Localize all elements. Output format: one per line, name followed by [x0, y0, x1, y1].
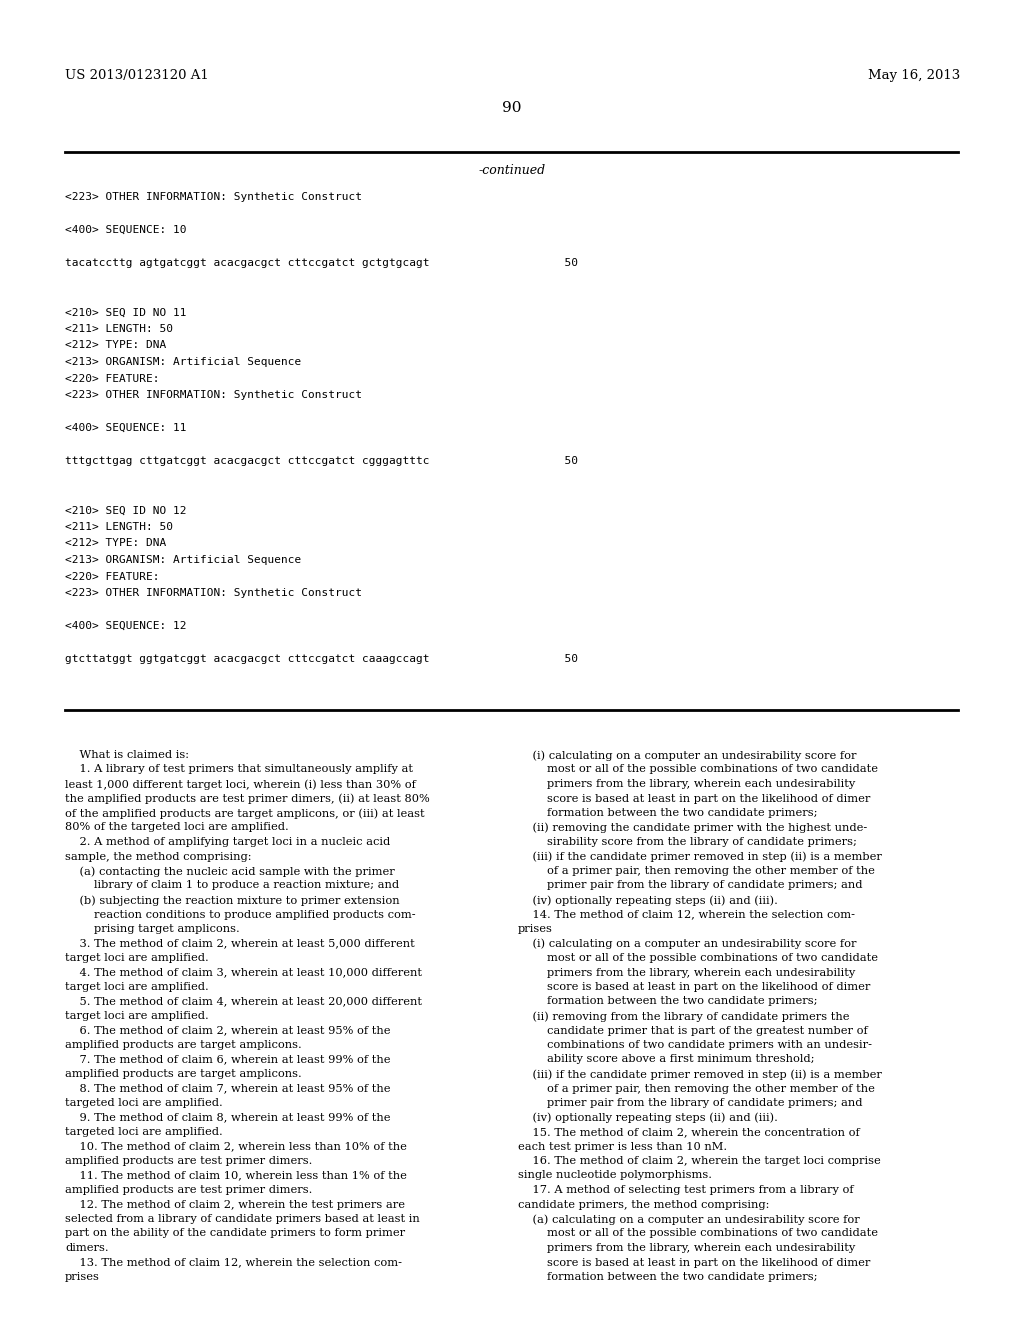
Text: of the amplified products are target amplicons, or (iii) at least: of the amplified products are target amp…	[65, 808, 425, 818]
Text: (i) calculating on a computer an undesirability score for: (i) calculating on a computer an undesir…	[518, 750, 856, 760]
Text: part on the ability of the candidate primers to form primer: part on the ability of the candidate pri…	[65, 1229, 406, 1238]
Text: prises: prises	[518, 924, 553, 935]
Text: target loci are amplified.: target loci are amplified.	[65, 1011, 209, 1020]
Text: May 16, 2013: May 16, 2013	[867, 69, 961, 82]
Text: <212> TYPE: DNA: <212> TYPE: DNA	[65, 341, 166, 351]
Text: 1. A library of test primers that simultaneously amplify at: 1. A library of test primers that simult…	[65, 764, 413, 775]
Text: 10. The method of claim 2, wherein less than 10% of the: 10. The method of claim 2, wherein less …	[65, 1142, 407, 1151]
Text: 3. The method of claim 2, wherein at least 5,000 different: 3. The method of claim 2, wherein at lea…	[65, 939, 415, 949]
Text: US 2013/0123120 A1: US 2013/0123120 A1	[65, 69, 209, 82]
Text: <212> TYPE: DNA: <212> TYPE: DNA	[65, 539, 166, 549]
Text: (iii) if the candidate primer removed in step (ii) is a member: (iii) if the candidate primer removed in…	[518, 1069, 882, 1080]
Text: 17. A method of selecting test primers from a library of: 17. A method of selecting test primers f…	[518, 1185, 854, 1195]
Text: most or all of the possible combinations of two candidate: most or all of the possible combinations…	[518, 1229, 878, 1238]
Text: 13. The method of claim 12, wherein the selection com-: 13. The method of claim 12, wherein the …	[65, 1258, 402, 1267]
Text: (a) calculating on a computer an undesirability score for: (a) calculating on a computer an undesir…	[518, 1214, 860, 1225]
Text: (iv) optionally repeating steps (ii) and (iii).: (iv) optionally repeating steps (ii) and…	[518, 1113, 778, 1123]
Text: 90: 90	[502, 102, 522, 115]
Text: <223> OTHER INFORMATION: Synthetic Construct: <223> OTHER INFORMATION: Synthetic Const…	[65, 587, 362, 598]
Text: primers from the library, wherein each undesirability: primers from the library, wherein each u…	[518, 1243, 855, 1253]
Text: 5. The method of claim 4, wherein at least 20,000 different: 5. The method of claim 4, wherein at lea…	[65, 997, 422, 1006]
Text: candidate primers, the method comprising:: candidate primers, the method comprising…	[518, 1200, 769, 1209]
Text: 11. The method of claim 10, wherein less than 1% of the: 11. The method of claim 10, wherein less…	[65, 1171, 407, 1180]
Text: formation between the two candidate primers;: formation between the two candidate prim…	[518, 1272, 817, 1282]
Text: score is based at least in part on the likelihood of dimer: score is based at least in part on the l…	[518, 793, 870, 804]
Text: primer pair from the library of candidate primers; and: primer pair from the library of candidat…	[518, 1098, 862, 1107]
Text: primer pair from the library of candidate primers; and: primer pair from the library of candidat…	[518, 880, 862, 891]
Text: ability score above a first minimum threshold;: ability score above a first minimum thre…	[518, 1055, 814, 1064]
Text: dimers.: dimers.	[65, 1243, 109, 1253]
Text: 14. The method of claim 12, wherein the selection com-: 14. The method of claim 12, wherein the …	[518, 909, 855, 920]
Text: (b) subjecting the reaction mixture to primer extension: (b) subjecting the reaction mixture to p…	[65, 895, 399, 906]
Text: 4. The method of claim 3, wherein at least 10,000 different: 4. The method of claim 3, wherein at lea…	[65, 968, 422, 978]
Text: the amplified products are test primer dimers, (ii) at least 80%: the amplified products are test primer d…	[65, 793, 430, 804]
Text: 6. The method of claim 2, wherein at least 95% of the: 6. The method of claim 2, wherein at lea…	[65, 1026, 390, 1035]
Text: amplified products are test primer dimers.: amplified products are test primer dimer…	[65, 1185, 312, 1195]
Text: most or all of the possible combinations of two candidate: most or all of the possible combinations…	[518, 953, 878, 964]
Text: sample, the method comprising:: sample, the method comprising:	[65, 851, 252, 862]
Text: prising target amplicons.: prising target amplicons.	[65, 924, 240, 935]
Text: tacatccttg agtgatcggt acacgacgct cttccgatct gctgtgcagt                    50: tacatccttg agtgatcggt acacgacgct cttccga…	[65, 257, 578, 268]
Text: amplified products are target amplicons.: amplified products are target amplicons.	[65, 1040, 302, 1049]
Text: amplified products are target amplicons.: amplified products are target amplicons.	[65, 1069, 302, 1078]
Text: reaction conditions to produce amplified products com-: reaction conditions to produce amplified…	[65, 909, 416, 920]
Text: (ii) removing the candidate primer with the highest unde-: (ii) removing the candidate primer with …	[518, 822, 867, 833]
Text: formation between the two candidate primers;: formation between the two candidate prim…	[518, 997, 817, 1006]
Text: score is based at least in part on the likelihood of dimer: score is based at least in part on the l…	[518, 1258, 870, 1267]
Text: <210> SEQ ID NO 12: <210> SEQ ID NO 12	[65, 506, 186, 516]
Text: (iii) if the candidate primer removed in step (ii) is a member: (iii) if the candidate primer removed in…	[518, 851, 882, 862]
Text: selected from a library of candidate primers based at least in: selected from a library of candidate pri…	[65, 1214, 420, 1224]
Text: (iv) optionally repeating steps (ii) and (iii).: (iv) optionally repeating steps (ii) and…	[518, 895, 778, 906]
Text: <213> ORGANISM: Artificial Sequence: <213> ORGANISM: Artificial Sequence	[65, 554, 301, 565]
Text: 7. The method of claim 6, wherein at least 99% of the: 7. The method of claim 6, wherein at lea…	[65, 1055, 390, 1064]
Text: sirability score from the library of candidate primers;: sirability score from the library of can…	[518, 837, 857, 847]
Text: (i) calculating on a computer an undesirability score for: (i) calculating on a computer an undesir…	[518, 939, 856, 949]
Text: <400> SEQUENCE: 10: <400> SEQUENCE: 10	[65, 224, 186, 235]
Text: 16. The method of claim 2, wherein the target loci comprise: 16. The method of claim 2, wherein the t…	[518, 1156, 881, 1166]
Text: <220> FEATURE:: <220> FEATURE:	[65, 374, 160, 384]
Text: (ii) removing from the library of candidate primers the: (ii) removing from the library of candid…	[518, 1011, 850, 1022]
Text: most or all of the possible combinations of two candidate: most or all of the possible combinations…	[518, 764, 878, 775]
Text: <213> ORGANISM: Artificial Sequence: <213> ORGANISM: Artificial Sequence	[65, 356, 301, 367]
Text: candidate primer that is part of the greatest number of: candidate primer that is part of the gre…	[518, 1026, 867, 1035]
Text: <400> SEQUENCE: 12: <400> SEQUENCE: 12	[65, 620, 186, 631]
Text: 80% of the targeted loci are amplified.: 80% of the targeted loci are amplified.	[65, 822, 289, 833]
Text: 12. The method of claim 2, wherein the test primers are: 12. The method of claim 2, wherein the t…	[65, 1200, 406, 1209]
Text: single nucleotide polymorphisms.: single nucleotide polymorphisms.	[518, 1171, 712, 1180]
Text: of a primer pair, then removing the other member of the: of a primer pair, then removing the othe…	[518, 1084, 874, 1093]
Text: combinations of two candidate primers with an undesir-: combinations of two candidate primers wi…	[518, 1040, 872, 1049]
Text: target loci are amplified.: target loci are amplified.	[65, 982, 209, 993]
Text: <223> OTHER INFORMATION: Synthetic Construct: <223> OTHER INFORMATION: Synthetic Const…	[65, 191, 362, 202]
Text: <210> SEQ ID NO 11: <210> SEQ ID NO 11	[65, 308, 186, 318]
Text: least 1,000 different target loci, wherein (i) less than 30% of: least 1,000 different target loci, where…	[65, 779, 416, 789]
Text: targeted loci are amplified.: targeted loci are amplified.	[65, 1098, 223, 1107]
Text: tttgcttgag cttgatcggt acacgacgct cttccgatct cgggagtttc                    50: tttgcttgag cttgatcggt acacgacgct cttccga…	[65, 455, 578, 466]
Text: 15. The method of claim 2, wherein the concentration of: 15. The method of claim 2, wherein the c…	[518, 1127, 860, 1137]
Text: of a primer pair, then removing the other member of the: of a primer pair, then removing the othe…	[518, 866, 874, 876]
Text: gtcttatggt ggtgatcggt acacgacgct cttccgatct caaagccagt                    50: gtcttatggt ggtgatcggt acacgacgct cttccga…	[65, 653, 578, 664]
Text: (a) contacting the nucleic acid sample with the primer: (a) contacting the nucleic acid sample w…	[65, 866, 394, 876]
Text: <211> LENGTH: 50: <211> LENGTH: 50	[65, 323, 173, 334]
Text: prises: prises	[65, 1272, 100, 1282]
Text: target loci are amplified.: target loci are amplified.	[65, 953, 209, 964]
Text: targeted loci are amplified.: targeted loci are amplified.	[65, 1127, 223, 1137]
Text: 8. The method of claim 7, wherein at least 95% of the: 8. The method of claim 7, wherein at lea…	[65, 1084, 390, 1093]
Text: amplified products are test primer dimers.: amplified products are test primer dimer…	[65, 1156, 312, 1166]
Text: What is claimed is:: What is claimed is:	[65, 750, 189, 760]
Text: score is based at least in part on the likelihood of dimer: score is based at least in part on the l…	[518, 982, 870, 993]
Text: <211> LENGTH: 50: <211> LENGTH: 50	[65, 521, 173, 532]
Text: 9. The method of claim 8, wherein at least 99% of the: 9. The method of claim 8, wherein at lea…	[65, 1113, 390, 1122]
Text: -continued: -continued	[478, 164, 546, 177]
Text: library of claim 1 to produce a reaction mixture; and: library of claim 1 to produce a reaction…	[65, 880, 399, 891]
Text: <223> OTHER INFORMATION: Synthetic Construct: <223> OTHER INFORMATION: Synthetic Const…	[65, 389, 362, 400]
Text: <400> SEQUENCE: 11: <400> SEQUENCE: 11	[65, 422, 186, 433]
Text: formation between the two candidate primers;: formation between the two candidate prim…	[518, 808, 817, 818]
Text: each test primer is less than 10 nM.: each test primer is less than 10 nM.	[518, 1142, 727, 1151]
Text: <220> FEATURE:: <220> FEATURE:	[65, 572, 160, 582]
Text: 2. A method of amplifying target loci in a nucleic acid: 2. A method of amplifying target loci in…	[65, 837, 390, 847]
Text: primers from the library, wherein each undesirability: primers from the library, wherein each u…	[518, 968, 855, 978]
Text: primers from the library, wherein each undesirability: primers from the library, wherein each u…	[518, 779, 855, 789]
